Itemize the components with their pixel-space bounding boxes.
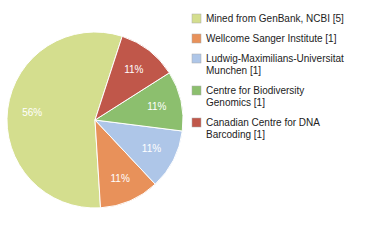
legend-label: Centre for BiodiversityGenomics [1] xyxy=(206,85,304,108)
data-label: 11% xyxy=(147,101,166,112)
legend: Mined from GenBank, NCBI [5] Wellcome San… xyxy=(192,13,344,140)
data-labels: 56% 11% 11% 11% 11% xyxy=(22,64,166,183)
legend-swatch xyxy=(192,54,201,63)
legend-swatch xyxy=(192,34,201,43)
chart: 56% 11% 11% 11% 11% Mined from GenBank, NCBI … xyxy=(0,0,380,240)
legend-label: Wellcome Sanger Institute [1] xyxy=(206,33,337,44)
legend-label: Canadian Centre for DNABarcoding [1] xyxy=(206,117,320,140)
legend-swatch xyxy=(192,86,201,95)
pie xyxy=(7,32,183,208)
legend-swatch xyxy=(192,118,201,127)
data-label: 56% xyxy=(22,107,42,118)
pie-slice xyxy=(95,36,169,120)
legend-label: Ludwig-Maximilians-UniversitatMunchen [1… xyxy=(206,53,344,76)
legend-label: Mined from GenBank, NCBI [5] xyxy=(206,13,344,24)
data-label: 11% xyxy=(142,143,161,154)
data-label: 11% xyxy=(111,173,130,184)
legend-swatch xyxy=(192,14,201,23)
data-label: 11% xyxy=(124,64,143,75)
